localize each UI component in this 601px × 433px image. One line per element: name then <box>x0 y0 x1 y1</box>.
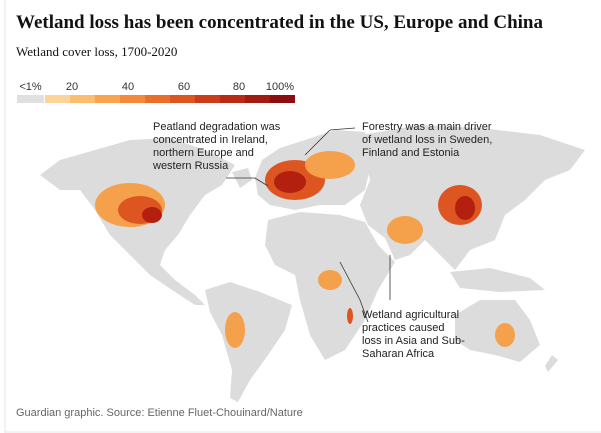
annotation-line: concentrated in Ireland, <box>153 134 268 146</box>
annotation-line: Forestry was a main driver <box>362 121 492 133</box>
hotspot <box>274 171 306 193</box>
legend-swatch <box>120 95 145 103</box>
hotspot <box>305 151 355 179</box>
hotspot <box>347 308 353 324</box>
legend-swatch <box>17 95 44 103</box>
legend-swatch <box>170 95 195 103</box>
legend-swatch <box>270 95 295 103</box>
hotspot <box>142 207 162 223</box>
indonesia <box>450 268 545 292</box>
annotation-line: Saharan Africa <box>362 348 435 360</box>
leader-line <box>226 177 269 187</box>
legend-label: 20 <box>66 81 78 93</box>
new-zealand <box>545 355 558 372</box>
legend-label: 60 <box>178 81 190 93</box>
subtitle: Wetland cover loss, 1700-2020 <box>16 44 177 59</box>
annotation-line: of wetland loss in Sweden, <box>362 134 492 146</box>
south-america <box>205 282 292 402</box>
annotation-line: Finland and Estonia <box>362 147 460 159</box>
legend: <1% 20 40 60 80 100% <box>17 81 295 103</box>
legend-label: 40 <box>122 81 134 93</box>
legend-label: <1% <box>19 81 42 93</box>
source: Guardian graphic. Source: Etienne Fluet-… <box>16 407 303 419</box>
annotation-line: Wetland agricultural <box>362 309 459 321</box>
hotspot <box>495 323 515 347</box>
annotation-line: practices caused <box>362 322 445 334</box>
legend-swatch <box>70 95 95 103</box>
annotation-line: northern Europe and <box>153 147 254 159</box>
leader-line <box>304 127 356 156</box>
title: Wetland loss has been concentrated in th… <box>16 12 543 33</box>
legend-label: 100% <box>266 81 294 93</box>
annotation-line: loss in Asia and Sub- <box>362 335 465 347</box>
legend-swatch <box>195 95 220 103</box>
legend-swatch <box>95 95 120 103</box>
legend-swatch <box>145 95 170 103</box>
annotation-line: western Russia <box>152 160 229 172</box>
map <box>40 125 585 402</box>
annotation-line: Peatland degradation was <box>153 121 281 133</box>
legend-swatch <box>245 95 270 103</box>
hotspot <box>387 216 423 244</box>
legend-swatch <box>45 95 70 103</box>
leader-line <box>339 261 369 323</box>
legend-swatch <box>220 95 245 103</box>
hotspot <box>455 196 475 220</box>
hotspot <box>318 270 342 290</box>
legend-label: 80 <box>233 81 245 93</box>
hotspot <box>225 312 245 348</box>
